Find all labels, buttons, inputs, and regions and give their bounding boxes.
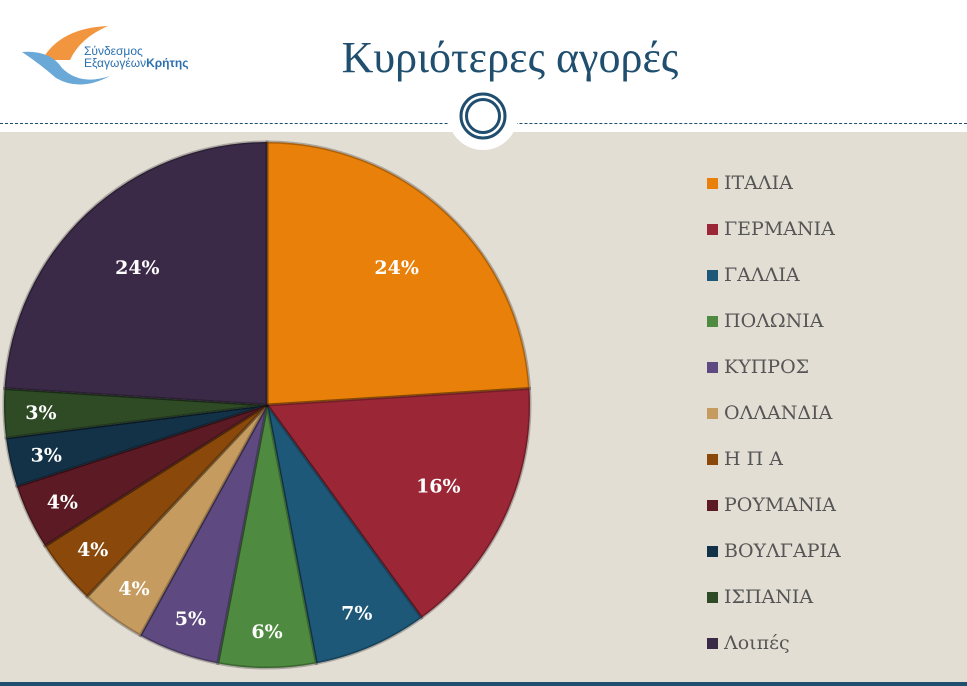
legend-item: ΒΟΥΛΓΑΡΙΑ: [707, 528, 841, 574]
legend-swatch: [707, 545, 718, 557]
ring-ornament: [448, 88, 518, 150]
legend-swatch: [707, 223, 718, 235]
pie-slice-3: [215, 404, 319, 670]
legend-label: ΙΤΑΛΙΑ: [724, 172, 793, 194]
logo-line2a: Εξαγωγέων: [84, 56, 147, 70]
legend-label: ΒΟΥΛΓΑΡΙΑ: [724, 540, 841, 562]
legend-item: ΙΤΑΛΙΑ: [707, 160, 841, 206]
legend-item: Λοιπές: [707, 620, 841, 666]
legend-swatch: [707, 361, 718, 373]
legend-item: ΟΛΛΑΝΔΙΑ: [707, 390, 841, 436]
pie-slice-1: [264, 386, 532, 620]
legend-label: ΓΑΛΛΙΑ: [724, 264, 800, 286]
bottom-bar: [0, 682, 967, 686]
legend-label: ΟΛΛΑΝΔΙΑ: [724, 402, 833, 424]
legend-label: ΠΟΛΩΝΙΑ: [724, 310, 824, 332]
pie-chart: 24% 16% 7% 6% 5% 4% 4% 4% 3% 3% 24%: [2, 140, 532, 670]
data-label: 4%: [47, 491, 78, 513]
legend-label: ΚΥΠΡΟΣ: [724, 356, 810, 378]
legend-swatch: [707, 315, 718, 327]
data-label: 24%: [115, 257, 160, 279]
pie-slice-2: [265, 404, 424, 666]
logo-line2b: Κρήτης: [146, 56, 189, 70]
logo: [20, 20, 110, 94]
legend-item: ΚΥΠΡΟΣ: [707, 344, 841, 390]
pie-slice-8: [4, 403, 268, 489]
legend-item: ΠΟΛΩΝΙΑ: [707, 298, 841, 344]
data-label: 3%: [25, 402, 56, 424]
pie-slice-5: [84, 403, 269, 638]
legend-item: ΓΑΛΛΙΑ: [707, 252, 841, 298]
data-label: 4%: [118, 578, 149, 600]
pie-slice-0: [265, 140, 532, 407]
legend-swatch: [707, 591, 718, 603]
legend-label: Λοιπές: [724, 632, 790, 654]
pie-slice-6: [42, 403, 269, 599]
pie-slice-7: [14, 403, 268, 548]
legend-item: ΙΣΠΑΝΙΑ: [707, 574, 841, 620]
legend-swatch: [707, 407, 718, 419]
data-label: 3%: [31, 444, 62, 466]
logo-text: Σύνδεσμος ΕξαγωγέωνΚρήτης: [84, 45, 188, 69]
legend-item: ΓΕΡΜΑΝΙΑ: [707, 206, 841, 252]
data-label: 7%: [341, 603, 372, 625]
legend-item: Η Π Α: [707, 436, 841, 482]
legend-label: ΓΕΡΜΑΝΙΑ: [724, 218, 835, 240]
logo-line1: Σύνδεσμος: [84, 44, 143, 58]
legend: ΙΤΑΛΙΑ ΓΕΡΜΑΝΙΑ ΓΑΛΛΙΑ ΠΟΛΩΝΙΑ ΚΥΠΡΟΣ ΟΛΛΑΝΔΙ…: [707, 160, 841, 666]
legend-swatch: [707, 269, 718, 281]
data-label: 16%: [416, 476, 461, 498]
pie-slice-9: [2, 386, 268, 440]
page-title: Κυριότερες αγορές: [341, 33, 679, 82]
legend-label: ΙΣΠΑΝΙΑ: [724, 586, 814, 608]
data-label: 6%: [251, 621, 282, 643]
data-label: 4%: [77, 539, 108, 561]
logo-icon: [22, 26, 110, 85]
legend-swatch: [707, 499, 718, 511]
legend-item: ΡΟΥΜΑΝΙΑ: [707, 482, 841, 528]
legend-label: Η Π Α: [724, 448, 783, 470]
data-label: 24%: [374, 257, 419, 279]
data-label: 5%: [175, 608, 206, 630]
legend-swatch: [707, 637, 718, 649]
pie-slice-4: [138, 404, 269, 666]
legend-swatch: [707, 177, 718, 189]
legend-swatch: [707, 453, 718, 465]
legend-label: ΡΟΥΜΑΝΙΑ: [724, 494, 836, 516]
pie-slice-10: [2, 140, 269, 407]
